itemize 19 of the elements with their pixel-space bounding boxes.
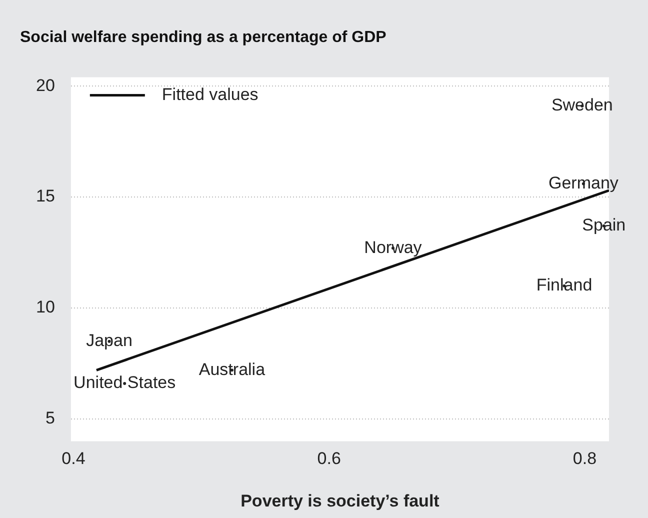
data-label: Norway: [364, 238, 422, 257]
x-tick-label: 0.4: [62, 449, 86, 468]
data-label: Finland: [536, 276, 592, 295]
y-tick-label: 15: [36, 186, 55, 206]
x-tick-label: 0.8: [572, 449, 597, 468]
y-tick-label: 20: [36, 76, 55, 95]
x-tick-label: 0.6: [317, 449, 341, 468]
chart-title: Social welfare spending as a percentage of GDP: [20, 29, 387, 46]
y-tick-label: 10: [36, 298, 55, 317]
legend-label: Fitted values: [162, 84, 258, 104]
x-axis-title: Poverty is society’s fault: [240, 491, 440, 510]
data-label: Australia: [198, 360, 266, 379]
data-label: United States: [74, 373, 176, 392]
data-label: Japan: [86, 331, 132, 350]
data-label: Germany: [548, 173, 619, 192]
point: [123, 382, 126, 385]
data-label: Spain: [582, 216, 626, 235]
y-tick-label: 5: [45, 408, 55, 428]
data-label: Sweden: [551, 96, 613, 115]
